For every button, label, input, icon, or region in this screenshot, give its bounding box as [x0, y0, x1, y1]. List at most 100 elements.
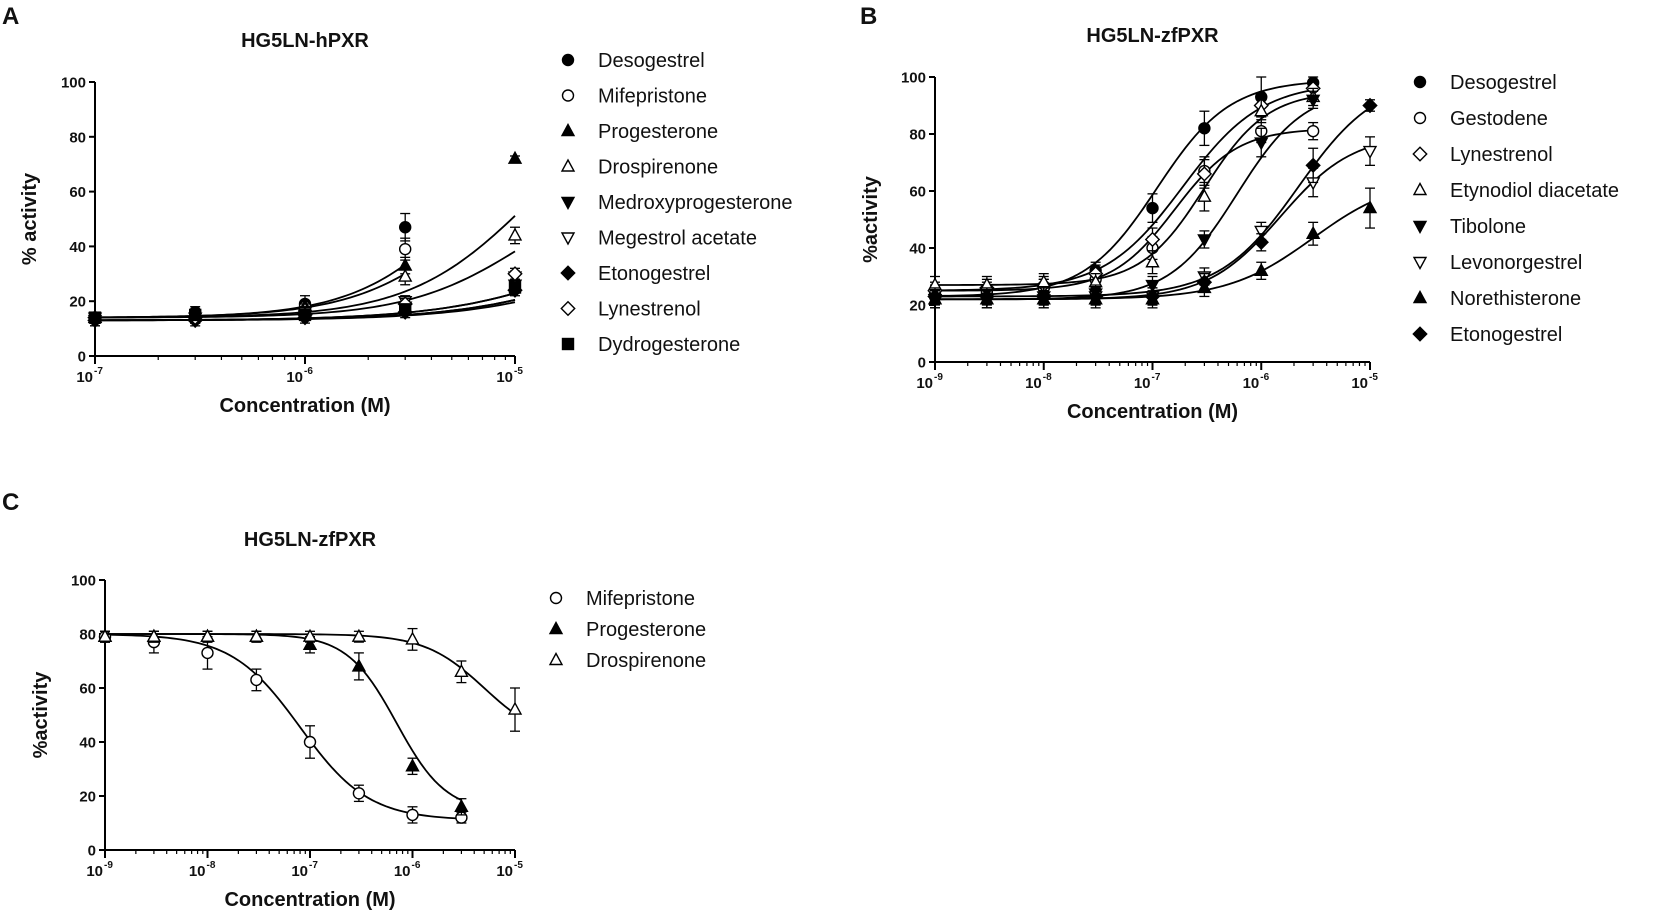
chart-b-point-desogestrel [1146, 201, 1159, 215]
chart-a-point-desogestrel [398, 221, 412, 234]
chart-b-point-levonorgestrel [1362, 145, 1378, 160]
chart-a-legend-marker-medroxyprogesterone [560, 196, 576, 210]
chart-b-point-etonogestrel [1036, 288, 1052, 305]
chart-a-point-lynestrenol [507, 266, 523, 282]
chart-b-point-tibolone [1197, 234, 1212, 248]
chart-a-x-tick-exponent: -5 [514, 366, 523, 377]
chart-b-point-etynodiol-diacetate [1036, 274, 1051, 288]
chart-a-y-axis-label: % activity [19, 172, 41, 265]
chart-b-point-etonogestrel [1305, 157, 1321, 174]
chart-c-y-axis-label: %activity [30, 671, 52, 759]
chart-c-point-progesterone [302, 636, 318, 650]
chart-a-point-drospirenone [398, 268, 413, 282]
chart-a-legend-marker-dydrogesterone [561, 337, 575, 351]
chart-b-point-etynodiol-diacetate [1145, 254, 1160, 268]
chart-c-y-tick-label: 40 [79, 735, 96, 752]
chart-a-legend-label: Desogestrel [598, 50, 705, 72]
chart-a-y-tick-label: 40 [69, 239, 86, 256]
chart-c-legend-marker-drospirenone [548, 652, 564, 666]
chart-b-y-tick-label: 100 [901, 70, 926, 87]
chart-a-legend-marker-mifepristone [561, 89, 575, 102]
chart-b-point-lynestrenol [1196, 166, 1213, 182]
chart-a-legend-label: Medroxyprogesterone [598, 192, 793, 214]
chart-b-legend-label: Desogestrel [1450, 72, 1557, 94]
chart-c-y-tick-label: 60 [79, 681, 96, 698]
chart-c-point-mifepristone [201, 646, 214, 660]
chart-b-fit-curve-lynestrenol [934, 89, 1314, 292]
chart-c-x-tick-exponent: -5 [514, 860, 523, 871]
chart-c-series-mifepristone [98, 630, 468, 824]
chart-c-point-progesterone [351, 658, 367, 672]
chart-c-legend-marker-mifepristone [549, 591, 563, 605]
chart-a-point-dydrogesterone [188, 308, 202, 322]
chart-a-point-progesterone [507, 150, 523, 164]
chart-c-x-tick-label: 10 [86, 863, 103, 880]
chart-a-legend-item-megestrol-acetate: Megestrol acetate [560, 228, 757, 250]
chart-c-x-tick-label: 10 [394, 863, 411, 880]
chart-b-legend-marker-etynodiol-diacetate [1412, 182, 1428, 196]
chart-b-x-tick-exponent: -8 [1043, 372, 1052, 383]
chart-b-legend-marker-lynestrenol [1412, 146, 1428, 162]
chart-b-fit-curve-desogestrel [934, 81, 1314, 297]
chart-a-y-tick-label: 100 [61, 75, 86, 92]
chart-c-x-tick-exponent: -7 [309, 860, 318, 871]
chart-b-legend-marker-desogestrel [1413, 75, 1427, 89]
chart-a-legend-label: Lynestrenol [598, 299, 701, 321]
chart-a-legend-item-etonogestrel: Etonogestrel [560, 263, 710, 285]
chart-a-point-dydrogesterone [298, 308, 312, 322]
chart-a-y-tick-label: 60 [69, 184, 86, 201]
chart-b-legend-item-etynodiol-diacetate: Etynodiol diacetate [1412, 180, 1619, 202]
chart-b-x-tick-exponent: -6 [1260, 372, 1269, 383]
chart-b-point-etonogestrel [1196, 274, 1213, 290]
chart-b-fit-curve-etynodiol-diacetate [935, 96, 1314, 286]
chart-a-x-tick-label: 10 [286, 369, 303, 386]
chart-b-x-tick-label: 10 [1134, 375, 1151, 392]
chart-a-x-axis-label: Concentration (M) [219, 395, 390, 417]
chart-a-series-mifepristone [88, 237, 412, 324]
chart-a-x-tick-label: 10 [496, 369, 513, 386]
chart-b-point-etonogestrel [1253, 234, 1269, 250]
chart-a-legend-label: Drospirenone [598, 157, 718, 179]
chart-a-x-tick-exponent: -7 [94, 366, 103, 377]
chart-b-legend-label: Gestodene [1450, 108, 1548, 130]
chart-c-legend-marker-progesterone [548, 621, 564, 635]
chart-a-point-drospirenone [507, 227, 523, 241]
chart-b-legend-label: Levonorgestrel [1450, 252, 1582, 274]
chart-b-point-desogestrel [1198, 122, 1211, 135]
chart-c-x-axis-label: Concentration (M) [224, 889, 395, 910]
chart-b-y-tick-label: 20 [909, 298, 926, 315]
chart-b-point-etonogestrel [979, 288, 995, 305]
chart-b-x-tick-label: 10 [1025, 375, 1042, 392]
chart-c-point-drospirenone [405, 631, 420, 645]
chart-c-point-drospirenone [200, 628, 215, 642]
chart-b-title: HG5LN-zfPXR [1086, 25, 1219, 47]
chart-c-legend-label: Drospirenone [586, 650, 706, 672]
chart-c-series-drospirenone [97, 627, 523, 732]
chart-a-legend-marker-drospirenone [560, 158, 576, 172]
chart-c-point-progesterone [454, 798, 469, 812]
chart-b-x-tick-exponent: -7 [1152, 372, 1161, 383]
chart-a-legend-label: Etonogestrel [598, 263, 710, 285]
chart-c-fit-curve-mifepristone [104, 633, 462, 820]
chart-c-point-drospirenone [351, 628, 367, 642]
chart-c-legend-item-progesterone: Progesterone [548, 619, 706, 641]
chart-c-point-progesterone [405, 758, 420, 772]
chart-a-point-mifepristone [398, 242, 412, 256]
chart-b-legend-marker-tibolone [1412, 220, 1428, 234]
chart-a-legend-marker-desogestrel [561, 53, 575, 67]
chart-a-legend-item-drospirenone: Drospirenone [560, 157, 718, 179]
chart-a-legend-item-medroxyprogesterone: Medroxyprogesterone [560, 192, 793, 214]
chart-a-legend-item-progesterone: Progesterone [560, 121, 718, 143]
panel-letter-c: C [2, 489, 19, 516]
chart-c-point-mifepristone [406, 808, 419, 822]
chart-c-x-tick-label: 10 [291, 863, 308, 880]
chart-c-y-tick-label: 80 [79, 627, 96, 644]
chart-b-point-gestodene [1306, 124, 1320, 138]
chart-b-y-tick-label: 40 [909, 241, 926, 258]
chart-b-x-tick-label: 10 [916, 375, 933, 392]
chart-c-x-tick-label: 10 [496, 863, 513, 880]
chart-a-fit-curve-mifepristone [94, 272, 406, 319]
chart-a-legend-item-desogestrel: Desogestrel [561, 50, 705, 72]
